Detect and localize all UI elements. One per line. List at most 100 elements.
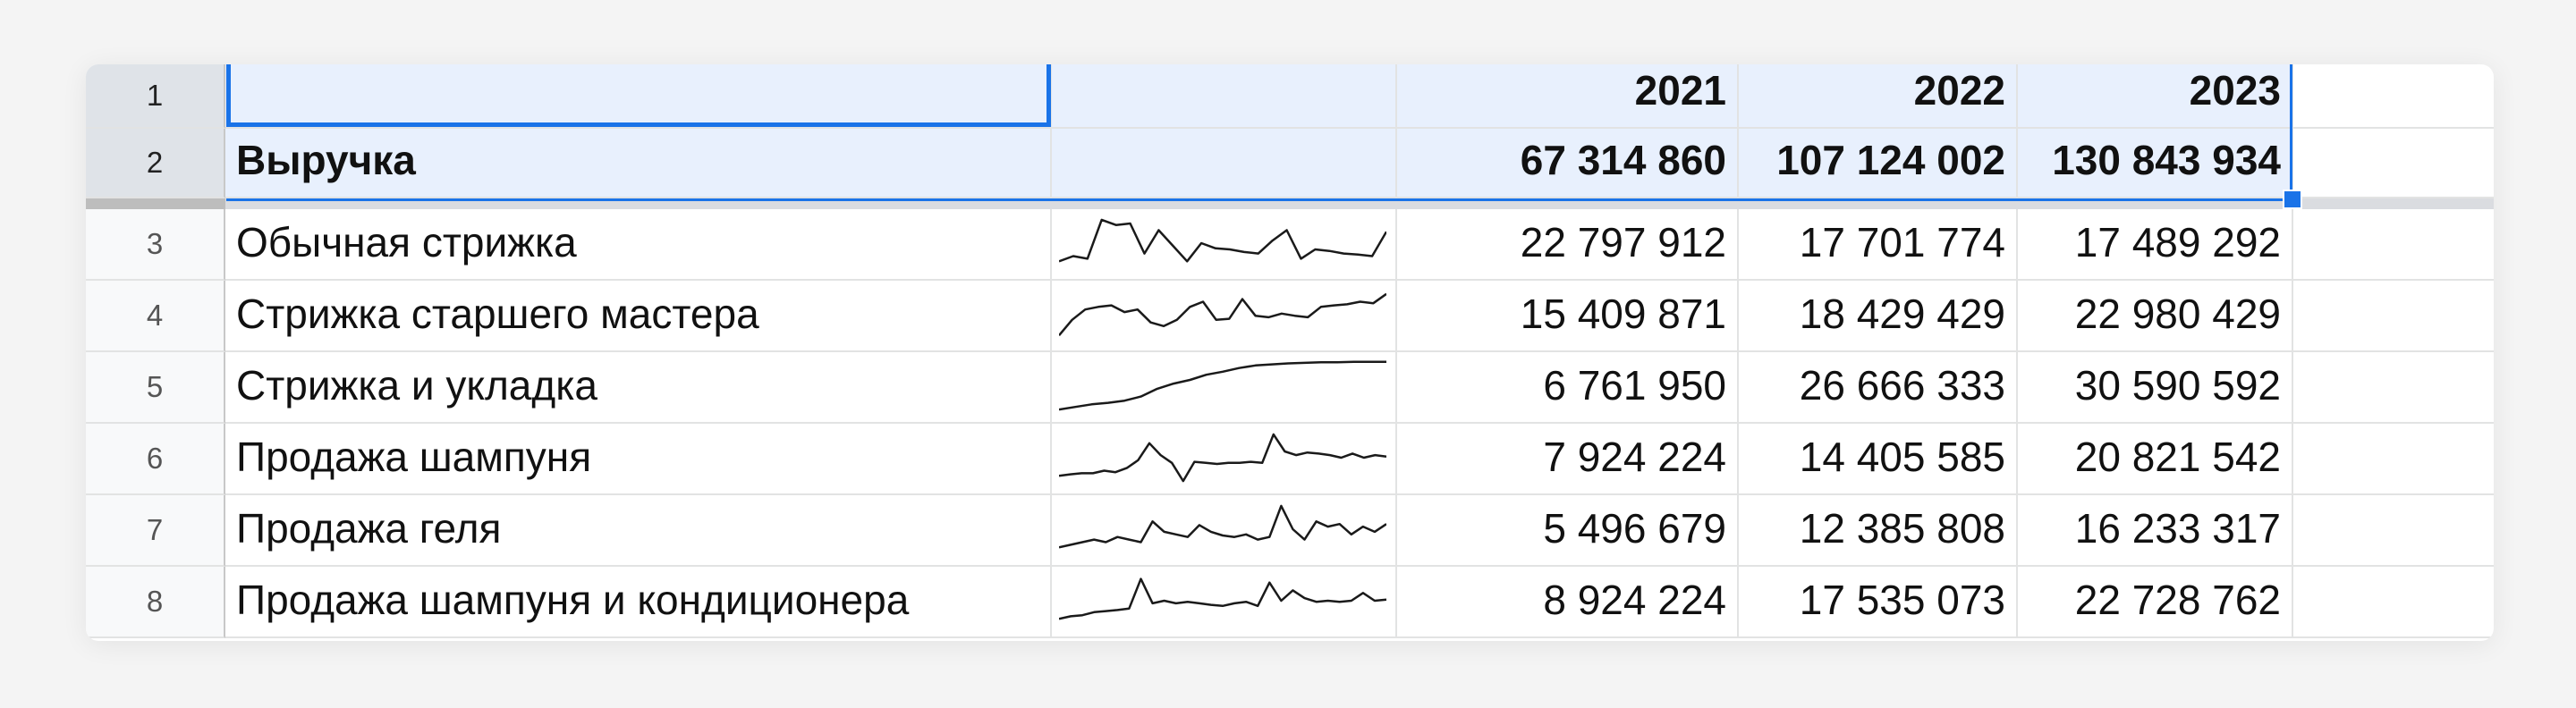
year-label: 2023 bbox=[2189, 67, 2281, 114]
cell-empty[interactable] bbox=[2293, 495, 2494, 567]
sparkline-cell[interactable] bbox=[1052, 567, 1397, 638]
value-cell[interactable]: 17 489 292 bbox=[2018, 209, 2293, 281]
value: 14 405 585 bbox=[1799, 434, 2005, 480]
cell-empty[interactable] bbox=[2293, 424, 2494, 495]
fill-handle[interactable] bbox=[2283, 190, 2302, 209]
cell-revenue-label[interactable]: Выручка bbox=[225, 129, 1052, 198]
sparkline-line bbox=[1059, 577, 1386, 620]
row-header[interactable]: 7 bbox=[86, 495, 225, 567]
value-cell[interactable]: 5 496 679 bbox=[1397, 495, 1739, 567]
row-header[interactable]: 8 bbox=[86, 567, 225, 638]
table-row: 8 Продажа шампуня и кондиционера 8 924 224… bbox=[86, 567, 2494, 638]
cell-empty[interactable] bbox=[2293, 281, 2494, 352]
value: 17 701 774 bbox=[1799, 219, 2005, 266]
cell-empty[interactable] bbox=[2293, 129, 2494, 198]
sparkline-cell[interactable] bbox=[1052, 281, 1397, 352]
sparkline-chart bbox=[1059, 218, 1386, 263]
cell-year-2023[interactable]: 2023 bbox=[2018, 64, 2293, 129]
row-label: Обычная стрижка bbox=[236, 219, 577, 266]
row-label-cell[interactable]: Стрижка и укладка bbox=[225, 352, 1052, 424]
cell-a1[interactable] bbox=[225, 64, 1052, 129]
cell-year-2021[interactable]: 2021 bbox=[1397, 64, 1739, 129]
value: 17 535 073 bbox=[1799, 577, 2005, 623]
cell-total-2022[interactable]: 107 124 002 bbox=[1739, 129, 2018, 198]
row-number: 8 bbox=[146, 585, 164, 618]
row-label-cell[interactable]: Стрижка старшего мастера bbox=[225, 281, 1052, 352]
total-value: 130 843 934 bbox=[2052, 137, 2281, 183]
sparkline-chart bbox=[1059, 504, 1386, 549]
row-label-cell[interactable]: Продажа шампуня и кондиционера bbox=[225, 567, 1052, 638]
sparkline-cell[interactable] bbox=[1052, 424, 1397, 495]
row-label-cell[interactable]: Обычная стрижка bbox=[225, 209, 1052, 281]
value: 15 409 871 bbox=[1520, 291, 1726, 337]
value-cell[interactable]: 16 233 317 bbox=[2018, 495, 2293, 567]
value: 17 489 292 bbox=[2074, 219, 2281, 266]
value: 20 821 542 bbox=[2074, 434, 2281, 480]
row-header[interactable]: 3 bbox=[86, 209, 225, 281]
sparkline-chart bbox=[1059, 577, 1386, 620]
sparkline-cell[interactable] bbox=[1052, 495, 1397, 567]
table-row: 7 Продажа геля 5 496 679 12 385 808 16 233 3… bbox=[86, 495, 2494, 567]
row-number: 4 bbox=[146, 299, 164, 332]
year-label: 2022 bbox=[1913, 67, 2005, 114]
row-header[interactable]: 5 bbox=[86, 352, 225, 424]
value: 7 924 224 bbox=[1543, 434, 1726, 480]
table-row: 1 2021 2022 2023 bbox=[86, 64, 2494, 129]
value-cell[interactable]: 22 797 912 bbox=[1397, 209, 1739, 281]
row-label: Продажа шампуня и кондиционера bbox=[236, 577, 910, 623]
cell-empty[interactable] bbox=[2293, 352, 2494, 424]
sparkline-line bbox=[1059, 504, 1386, 549]
value-cell[interactable]: 7 924 224 bbox=[1397, 424, 1739, 495]
cell-b2[interactable] bbox=[1052, 129, 1397, 198]
cell-total-2021[interactable]: 67 314 860 bbox=[1397, 129, 1739, 198]
value-cell[interactable]: 30 590 592 bbox=[2018, 352, 2293, 424]
row-number: 2 bbox=[146, 146, 164, 179]
row-label: Стрижка и укладка bbox=[236, 362, 597, 409]
value-cell[interactable]: 22 728 762 bbox=[2018, 567, 2293, 638]
row-header[interactable]: 4 bbox=[86, 281, 225, 352]
sparkline-cell[interactable] bbox=[1052, 352, 1397, 424]
value-cell[interactable]: 26 666 333 bbox=[1739, 352, 2018, 424]
total-value: 67 314 860 bbox=[1520, 137, 1726, 183]
value-cell[interactable]: 17 701 774 bbox=[1739, 209, 2018, 281]
cell-total-2023[interactable]: 130 843 934 bbox=[2018, 129, 2293, 198]
table-row: 5 Стрижка и укладка 6 761 950 26 666 333 30 … bbox=[86, 352, 2494, 424]
row-header[interactable]: 6 bbox=[86, 424, 225, 495]
value-cell[interactable]: 8 924 224 bbox=[1397, 567, 1739, 638]
value: 6 761 950 bbox=[1543, 362, 1726, 409]
sparkline-chart bbox=[1059, 292, 1386, 337]
value: 22 980 429 bbox=[2074, 291, 2281, 337]
value-cell[interactable]: 12 385 808 bbox=[1739, 495, 2018, 567]
value: 22 797 912 bbox=[1520, 219, 1726, 266]
year-label: 2021 bbox=[1634, 67, 1726, 114]
cell-b1[interactable] bbox=[1052, 64, 1397, 129]
row-header-1[interactable]: 1 bbox=[86, 64, 225, 129]
value-cell[interactable]: 22 980 429 bbox=[2018, 281, 2293, 352]
row-number: 6 bbox=[146, 442, 164, 475]
sparkline-chart bbox=[1059, 433, 1386, 483]
value-cell[interactable]: 18 429 429 bbox=[1739, 281, 2018, 352]
value-cell[interactable]: 6 761 950 bbox=[1397, 352, 1739, 424]
value: 30 590 592 bbox=[2074, 362, 2281, 409]
value-cell[interactable]: 14 405 585 bbox=[1739, 424, 2018, 495]
sparkline-chart bbox=[1059, 360, 1386, 411]
value-cell[interactable]: 20 821 542 bbox=[2018, 424, 2293, 495]
cell-empty[interactable] bbox=[2293, 567, 2494, 638]
frozen-rows-divider[interactable] bbox=[86, 198, 2494, 209]
cell-empty[interactable] bbox=[2293, 64, 2494, 129]
sparkline-cell[interactable] bbox=[1052, 209, 1397, 281]
row-label-cell[interactable]: Продажа шампуня bbox=[225, 424, 1052, 495]
value-cell[interactable]: 17 535 073 bbox=[1739, 567, 2018, 638]
frozen-divider-handle[interactable] bbox=[86, 198, 225, 209]
row-header-2[interactable]: 2 bbox=[86, 129, 225, 198]
selection-border-bottom bbox=[226, 198, 2291, 201]
value-cell[interactable]: 15 409 871 bbox=[1397, 281, 1739, 352]
cell-year-2022[interactable]: 2022 bbox=[1739, 64, 2018, 129]
cell-empty[interactable] bbox=[2293, 209, 2494, 281]
value: 18 429 429 bbox=[1799, 291, 2005, 337]
table-row: 6 Продажа шампуня 7 924 224 14 405 585 20 82… bbox=[86, 424, 2494, 495]
row-label: Продажа геля bbox=[236, 505, 502, 552]
row-number: 3 bbox=[146, 227, 164, 260]
value: 8 924 224 bbox=[1543, 577, 1726, 623]
row-label-cell[interactable]: Продажа геля bbox=[225, 495, 1052, 567]
